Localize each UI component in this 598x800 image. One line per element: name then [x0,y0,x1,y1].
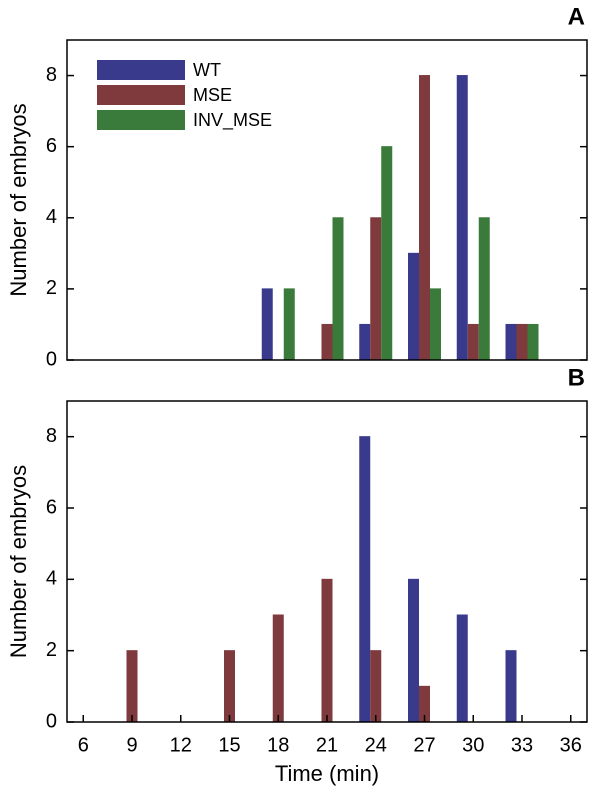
y-tick-label: 2 [46,277,57,299]
x-axis-label: Time (min) [275,761,379,786]
x-tick-label: 9 [126,734,137,756]
bar [408,578,419,723]
bar [283,288,295,361]
bar [224,650,235,723]
bar [126,650,138,723]
legend-label: MSE [193,85,232,105]
bar [332,217,344,361]
y-tick-label: 4 [46,568,57,590]
plot-frame [66,39,588,361]
x-tick-label: 6 [78,734,89,756]
y-axis-label: Number of embryos [6,103,31,296]
x-tick-label: 21 [316,734,338,756]
panel-label: A [568,3,585,30]
x-tick-label: 24 [365,734,387,756]
y-tick-label: 4 [46,206,57,228]
bar [370,217,382,361]
y-axis-label: Number of embryos [6,465,31,658]
y-tick-label: 6 [46,496,57,518]
bar [478,217,490,361]
legend-label: INV_MSE [193,110,272,131]
x-tick-label: 18 [267,734,289,756]
legend-label: WT [193,60,221,80]
bar [527,323,539,361]
x-tick-label: 12 [170,734,192,756]
bar [359,436,371,723]
bar [261,288,273,361]
y-tick-label: 8 [46,64,57,86]
bar [516,323,528,361]
panel-label: B [568,364,585,391]
bar [505,323,517,361]
y-tick-label: 0 [46,348,57,370]
bar [321,323,333,361]
bar [370,650,382,723]
bar [419,75,430,361]
bar [467,323,479,361]
bar [272,614,284,723]
y-tick-label: 2 [46,639,57,661]
bar [359,323,371,361]
bar [321,578,333,723]
y-tick-label: 0 [46,710,57,732]
bar [408,252,419,361]
bar [505,650,517,723]
bar [456,75,468,361]
x-tick-label: 33 [511,734,533,756]
x-tick-label: 30 [462,734,484,756]
legend-swatch [97,85,185,105]
legend-swatch [97,60,185,80]
x-tick-label: 15 [218,734,240,756]
bar [430,288,441,361]
x-tick-label: 27 [413,734,435,756]
x-tick-label: 36 [560,734,582,756]
legend-swatch [97,110,185,130]
bar [456,614,468,723]
y-tick-label: 6 [46,135,57,157]
y-tick-label: 8 [46,425,57,447]
bar [381,146,393,361]
